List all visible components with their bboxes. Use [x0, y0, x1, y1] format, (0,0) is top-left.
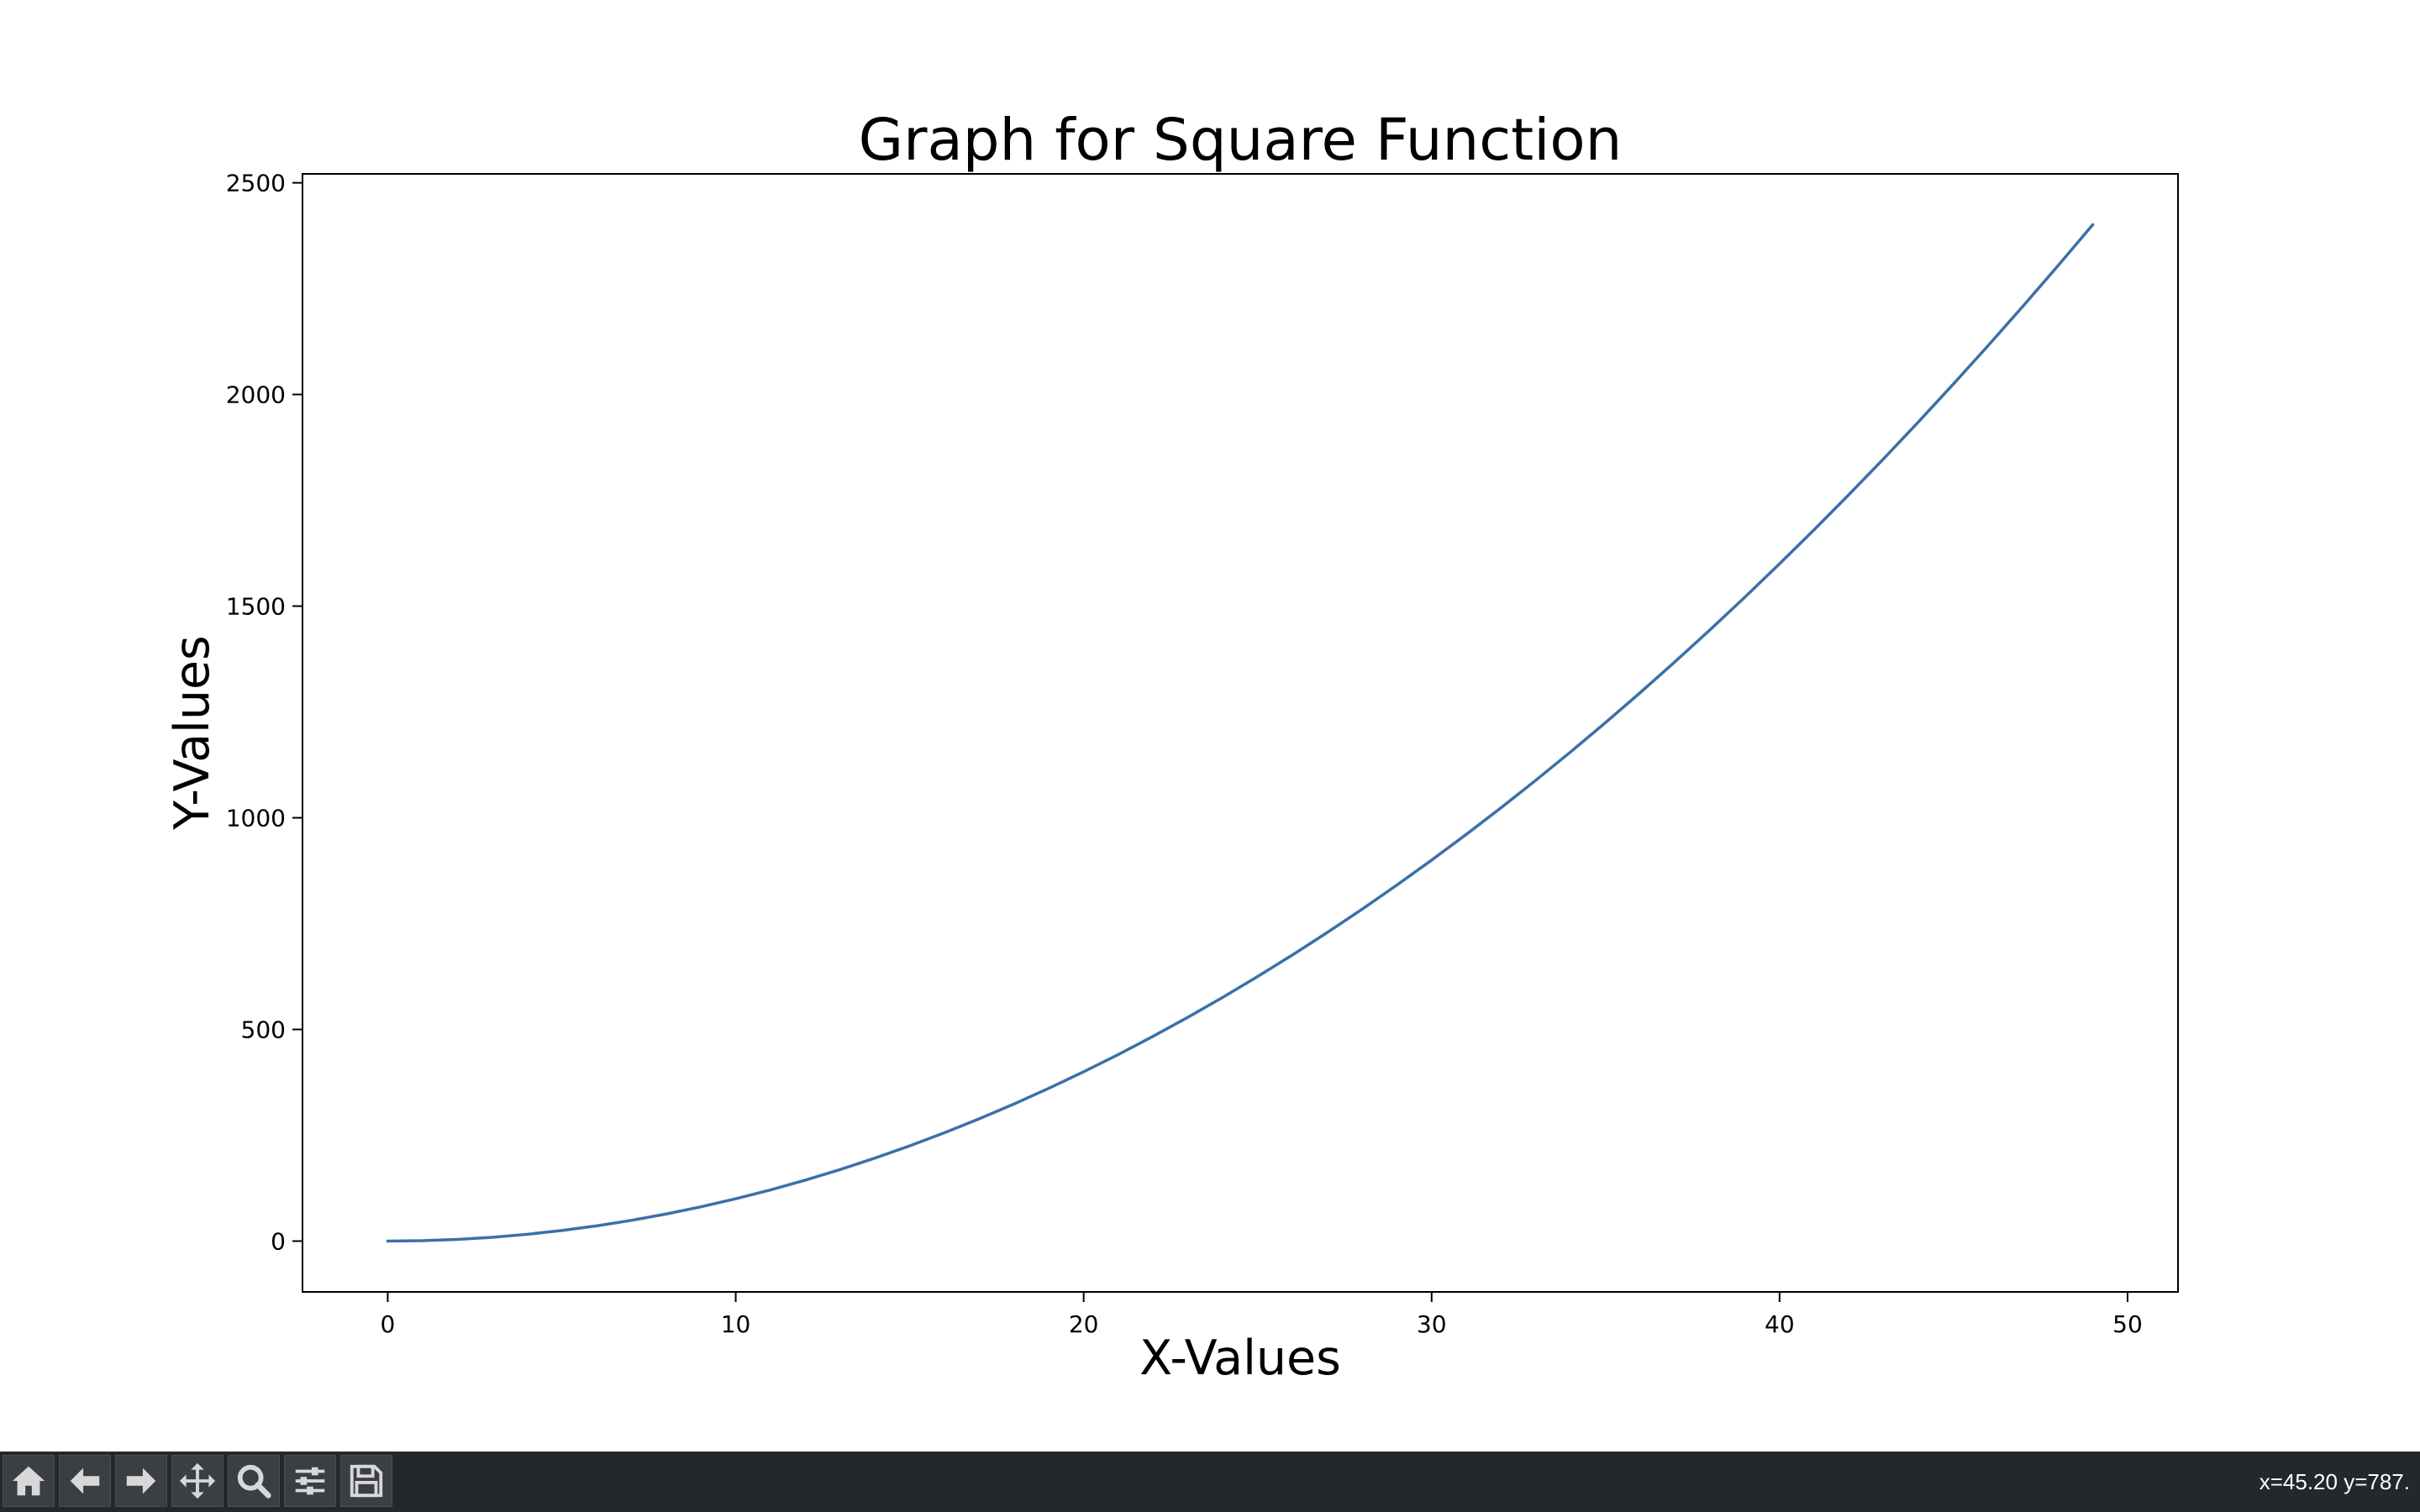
forward-button[interactable] — [115, 1455, 167, 1507]
x-tick-label: 30 — [1417, 1310, 1447, 1338]
zoom-icon — [237, 1464, 271, 1499]
arrow-right-icon — [126, 1467, 156, 1494]
y-axis: 0 500 1000 1500 2000 2500 — [226, 170, 302, 1256]
chart-title: Graph for Square Function — [859, 107, 1623, 174]
plot-area — [386, 223, 2095, 1243]
move-icon — [179, 1462, 216, 1499]
y-tick-label: 2000 — [226, 381, 286, 409]
pan-button[interactable] — [171, 1455, 224, 1507]
save-button[interactable] — [340, 1455, 392, 1507]
back-button[interactable] — [59, 1455, 111, 1507]
x-tick-label: 40 — [1765, 1310, 1795, 1338]
x-tick-label: 20 — [1069, 1310, 1099, 1338]
cursor-coordinates: x=45.20 y=787. — [2259, 1469, 2410, 1494]
y-axis-label: Y-Values — [165, 635, 220, 831]
x-tick-label: 50 — [2112, 1310, 2143, 1338]
x-axis: 0 10 20 30 40 50 — [381, 1292, 2143, 1338]
series-line — [386, 223, 2095, 1243]
chart: 0 10 20 30 40 50 0 500 1000 1500 2000 2500 Graph f… — [165, 107, 2179, 1386]
save-icon — [350, 1464, 383, 1498]
x-axis-label: X-Values — [1139, 1331, 1341, 1386]
x-tick-label: 10 — [721, 1310, 751, 1338]
arrow-left-icon — [70, 1467, 100, 1494]
y-tick-label: 1000 — [226, 805, 286, 832]
figure-canvas: 0 10 20 30 40 50 0 500 1000 1500 2000 2500 Graph f… — [165, 107, 2179, 1386]
home-button[interactable] — [3, 1455, 55, 1507]
y-tick-label: 0 — [271, 1228, 286, 1256]
configure-subplots-button[interactable] — [284, 1455, 336, 1507]
navigation-toolbar: x=45.20 y=787. — [0, 1452, 2420, 1512]
axes-frame — [302, 173, 2179, 1293]
y-tick-label: 500 — [241, 1016, 286, 1044]
x-tick-label: 0 — [381, 1310, 396, 1338]
zoom-button[interactable] — [228, 1455, 280, 1507]
sliders-icon — [295, 1467, 325, 1495]
home-icon — [12, 1466, 45, 1496]
y-tick-label: 2500 — [226, 170, 286, 197]
y-tick-label: 1500 — [226, 593, 286, 621]
